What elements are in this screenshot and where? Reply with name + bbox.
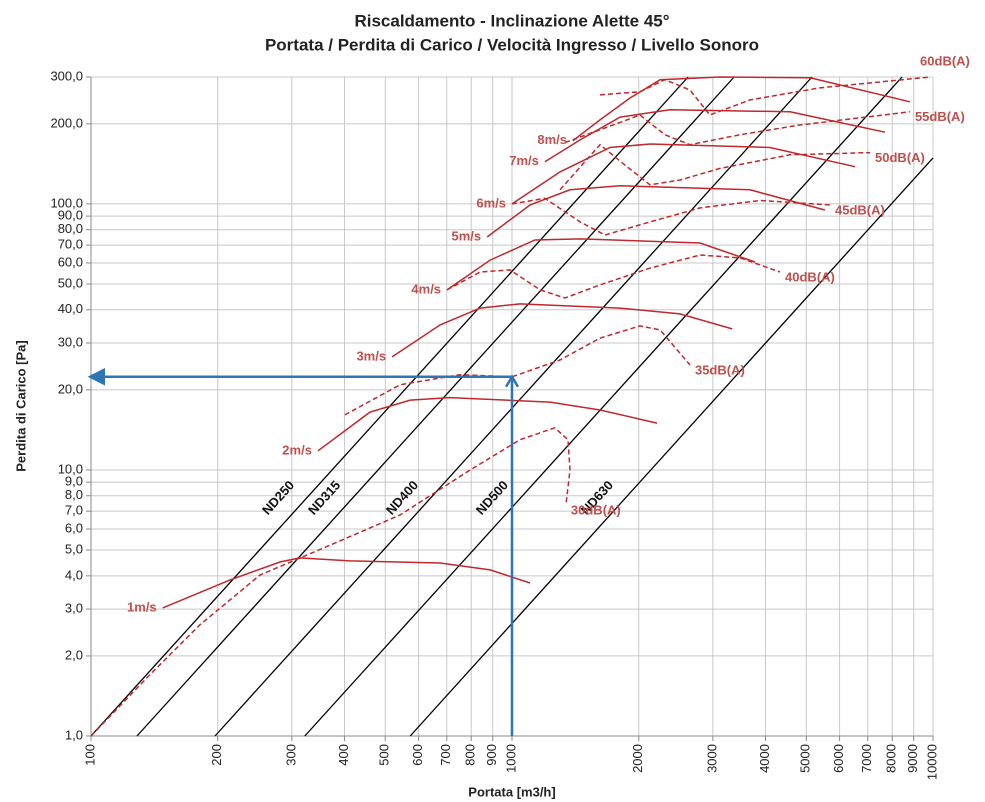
diameter-line [214,76,813,737]
x-tick-label: 200 [209,744,224,766]
y-tick-label: 4,0 [65,567,83,582]
diameter-line [304,76,903,737]
sound-label: 60dB(A) [920,53,970,68]
x-tick-label: 5000 [798,744,813,773]
y-axis-label: Perdita di Carico [Pa] [13,340,28,471]
velocity-line [317,396,658,452]
y-tick-label: 6,0 [65,520,83,535]
sound-label: 30dB(A) [571,503,621,518]
y-tick-label: 8,0 [65,487,83,502]
sound-label: 50dB(A) [875,150,925,165]
y-tick-label: 1,0 [65,727,83,742]
y-tick-label: 10,0 [58,461,83,476]
y-tick-label: 60,0 [58,254,83,269]
velocity-label: 5m/s [452,228,482,243]
y-tick-label: 2,0 [65,647,83,662]
sound-line [446,254,781,299]
x-tick-label: 500 [377,744,392,766]
velocity-label: 6m/s [476,195,506,210]
x-tick-label: 2000 [630,744,645,773]
y-tick-label: 9,0 [65,474,83,489]
velocity-line [572,76,911,142]
chart-subtitle: Portata / Perdita di Carico / Velocità I… [265,35,759,54]
sound-label: 45dB(A) [835,202,885,217]
x-tick-label: 8000 [884,744,899,773]
y-tick-label: 50,0 [58,275,83,290]
sound-line [559,143,871,191]
velocity-line [486,185,826,238]
sound-label: 40dB(A) [785,269,835,284]
x-tick-label: 4000 [757,744,772,773]
x-tick-label: 1000 [503,744,518,773]
y-tick-label: 80,0 [58,221,83,236]
sound-line [599,76,931,116]
sound-label: 35dB(A) [695,362,745,377]
x-tick-label: 9000 [905,744,920,773]
y-tick-label: 300,0 [50,68,83,83]
velocity-line [511,143,856,205]
plot-area [91,76,934,737]
x-tick-label: 600 [410,744,425,766]
velocity-line [162,557,531,609]
diameter-line [409,157,934,737]
velocity-line [391,303,733,358]
sound-label: 55dB(A) [915,109,965,124]
sound-line [511,197,831,236]
velocity-label: 1m/s [127,599,157,614]
x-axis-label: Portata [m3/h] [468,784,555,799]
y-tick-label: 200,0 [50,115,83,130]
x-tick-label: 400 [336,744,351,766]
grid [86,76,934,741]
x-tick-label: 6000 [831,744,846,773]
velocity-label: 2m/s [282,442,312,457]
reading-arrow-head [504,374,520,388]
x-tick-label: 3000 [704,744,719,773]
y-tick-label: 30,0 [58,334,83,349]
velocity-label: 4m/s [411,281,441,296]
y-tick-label: 100,0 [50,195,83,210]
sound-line [344,325,691,416]
velocity-label: 3m/s [356,348,386,363]
x-tick-label: 100 [82,744,97,766]
velocity-label: 7m/s [509,153,539,168]
diameter-line [136,76,735,737]
velocity-line [544,108,886,163]
sound-line [91,426,571,737]
sound-line [564,111,910,146]
y-tick-label: 40,0 [58,301,83,316]
y-tick-label: 3,0 [65,601,83,616]
x-tick-label: 900 [484,744,499,766]
x-tick-label: 800 [463,744,478,766]
x-tick-label: 10000 [924,744,939,780]
y-tick-label: 20,0 [58,381,83,396]
y-tick-label: 7,0 [65,503,83,518]
labels: 1,0 2,0 3,0 4,0 5,0 6,0 7,08,09,010,0 20,0 30,0 4… [50,53,969,780]
x-tick-label: 7000 [859,744,874,773]
reading-arrow [87,368,514,736]
x-tick-label: 300 [283,744,298,766]
velocity-label: 8m/s [537,132,567,147]
y-tick-label: 5,0 [65,541,83,556]
x-tick-label: 700 [438,744,453,766]
y-tick-label: 90,0 [58,208,83,223]
y-tick-label: 70,0 [58,237,83,252]
velocity-line [446,238,756,291]
chart-title: Riscaldamento - Inclinazione Alette 45° [354,11,669,30]
